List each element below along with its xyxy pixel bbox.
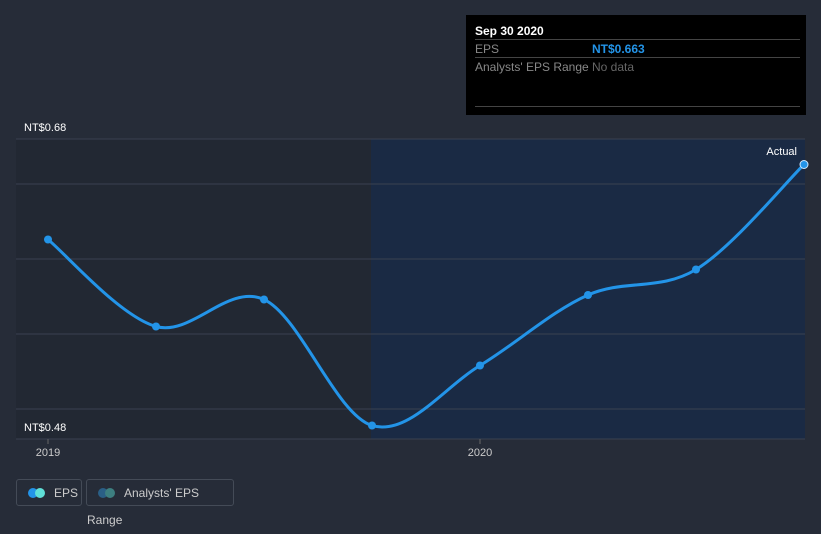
tooltip-date: Sep 30 2020 [475, 24, 544, 38]
tooltip-range-label: Analysts' EPS Range [475, 60, 589, 74]
forecast-shade [371, 139, 805, 439]
eps-legend-icon [28, 488, 46, 498]
eps-point [799, 160, 809, 169]
eps-point [152, 322, 160, 331]
eps-point [692, 265, 700, 274]
eps-chart: NT$0.68 NT$0.48 2019 2020 Actual [16, 122, 809, 459]
eps-point [260, 295, 268, 304]
y-tick-label-top: NT$0.68 [24, 122, 66, 134]
past-region [16, 139, 371, 439]
eps-point [44, 235, 52, 244]
tooltip-range-value: No data [592, 60, 635, 74]
tooltip: Sep 30 2020 EPS NT$0.663 Analysts' EPS Ra… [466, 15, 806, 115]
eps-point [476, 361, 484, 370]
y-tick-label-bottom: NT$0.48 [24, 422, 66, 434]
range-legend-icon [98, 488, 116, 498]
eps-point [368, 421, 376, 430]
tooltip-eps-value: NT$0.663 [592, 42, 645, 56]
x-tick-label: 2020 [468, 447, 492, 459]
legend-eps[interactable]: EPS [16, 479, 82, 506]
x-tick-label: 2019 [36, 447, 60, 459]
eps-line [47, 163, 806, 429]
tooltip-eps-label: EPS [475, 42, 500, 56]
legend-eps-label: EPS [54, 486, 79, 500]
eps-point [584, 291, 592, 299]
legend-analysts-range[interactable]: Analysts' EPS Range [86, 479, 234, 527]
actual-annotation: Actual [766, 146, 797, 158]
